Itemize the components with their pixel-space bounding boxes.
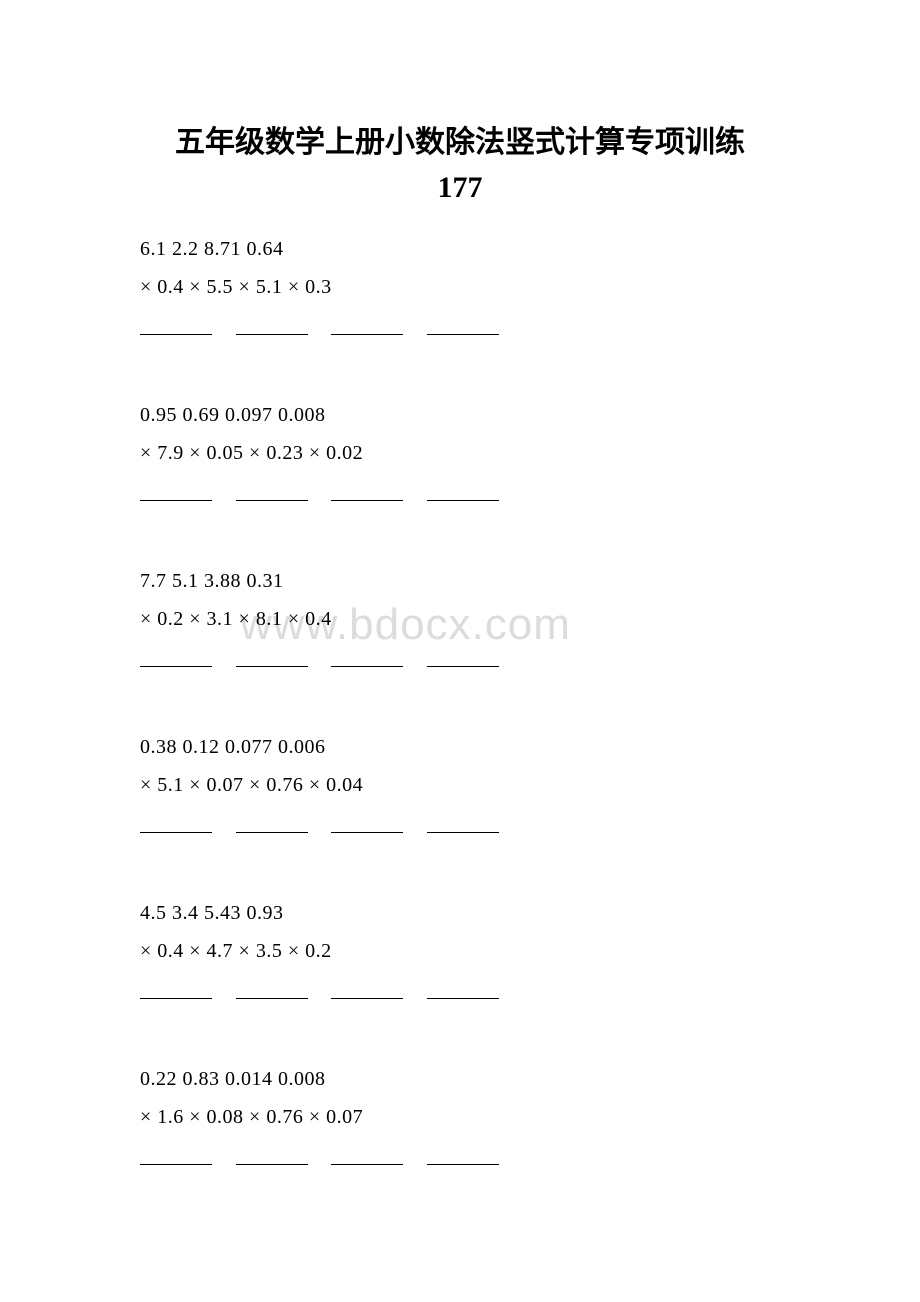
problem-multipliers: × 0.2 × 3.1 × 8.1 × 0.4	[140, 600, 840, 638]
answer-blank	[140, 649, 212, 667]
problem-block: 0.38 0.12 0.077 0.006 × 5.1 × 0.07 × 0.7…	[140, 728, 840, 846]
answer-blank	[331, 981, 403, 999]
title-line-2: 177	[438, 171, 483, 204]
problem-block: 4.5 3.4 5.43 0.93 × 0.4 × 4.7 × 3.5 × 0.…	[140, 894, 840, 1012]
answer-blank	[427, 981, 499, 999]
answer-blank	[236, 649, 308, 667]
answer-blank	[140, 1147, 212, 1165]
problem-block: 0.22 0.83 0.014 0.008 × 1.6 × 0.08 × 0.7…	[140, 1060, 840, 1178]
problem-multipliers: × 1.6 × 0.08 × 0.76 × 0.07	[140, 1098, 840, 1136]
answer-blank	[236, 483, 308, 501]
answer-blank	[331, 649, 403, 667]
problem-operands: 0.22 0.83 0.014 0.008	[140, 1060, 840, 1098]
answer-blanks	[140, 642, 840, 680]
answer-blank	[331, 317, 403, 335]
answer-blank	[236, 1147, 308, 1165]
problem-operands: 0.38 0.12 0.077 0.006	[140, 728, 840, 766]
problem-multipliers: × 0.4 × 5.5 × 5.1 × 0.3	[140, 268, 840, 306]
answer-blanks	[140, 310, 840, 348]
answer-blank	[140, 815, 212, 833]
answer-blank	[140, 981, 212, 999]
answer-blanks	[140, 808, 840, 846]
problem-block: 7.7 5.1 3.88 0.31 × 0.2 × 3.1 × 8.1 × 0.…	[140, 562, 840, 680]
problem-multipliers: × 7.9 × 0.05 × 0.23 × 0.02	[140, 434, 840, 472]
answer-blank	[331, 483, 403, 501]
problem-operands: 4.5 3.4 5.43 0.93	[140, 894, 840, 932]
answer-blank	[140, 317, 212, 335]
problems-container: 6.1 2.2 8.71 0.64 × 0.4 × 5.5 × 5.1 × 0.…	[0, 230, 920, 1178]
answer-blanks	[140, 1140, 840, 1178]
answer-blank	[427, 815, 499, 833]
problem-block: 0.95 0.69 0.097 0.008 × 7.9 × 0.05 × 0.2…	[140, 396, 840, 514]
answer-blanks	[140, 476, 840, 514]
problem-multipliers: × 0.4 × 4.7 × 3.5 × 0.2	[140, 932, 840, 970]
answer-blank	[331, 815, 403, 833]
problem-operands: 7.7 5.1 3.88 0.31	[140, 562, 840, 600]
answer-blank	[427, 317, 499, 335]
answer-blank	[236, 981, 308, 999]
answer-blank	[427, 483, 499, 501]
problem-block: 6.1 2.2 8.71 0.64 × 0.4 × 5.5 × 5.1 × 0.…	[140, 230, 840, 348]
answer-blank	[331, 1147, 403, 1165]
answer-blank	[427, 1147, 499, 1165]
problem-operands: 6.1 2.2 8.71 0.64	[140, 230, 840, 268]
problem-multipliers: × 5.1 × 0.07 × 0.76 × 0.04	[140, 766, 840, 804]
answer-blanks	[140, 974, 840, 1012]
answer-blank	[140, 483, 212, 501]
document-title: 五年级数学上册小数除法竖式计算专项训练 177	[0, 120, 920, 210]
answer-blank	[236, 317, 308, 335]
answer-blank	[236, 815, 308, 833]
title-line-1: 五年级数学上册小数除法竖式计算专项训练	[175, 126, 745, 159]
answer-blank	[427, 649, 499, 667]
problem-operands: 0.95 0.69 0.097 0.008	[140, 396, 840, 434]
